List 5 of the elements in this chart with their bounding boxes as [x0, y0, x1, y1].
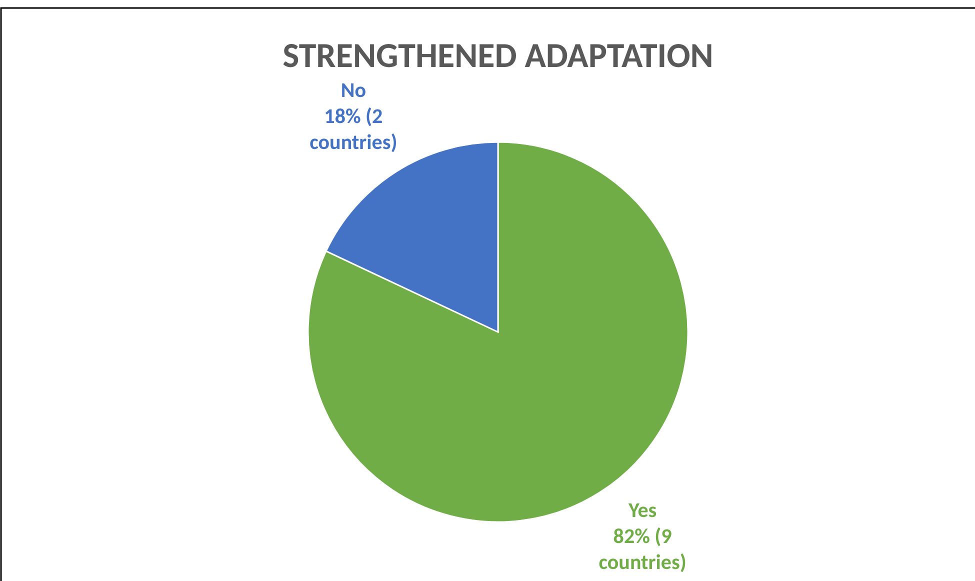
chart-title: STRENGTHENED ADAPTATION: [282, 35, 714, 77]
slice-label: Yes: [627, 496, 657, 523]
data-label: 18% (2 countries): [310, 103, 398, 156]
data-label: 82% (9 countries): [598, 522, 686, 575]
slice-label: No: [340, 77, 366, 104]
